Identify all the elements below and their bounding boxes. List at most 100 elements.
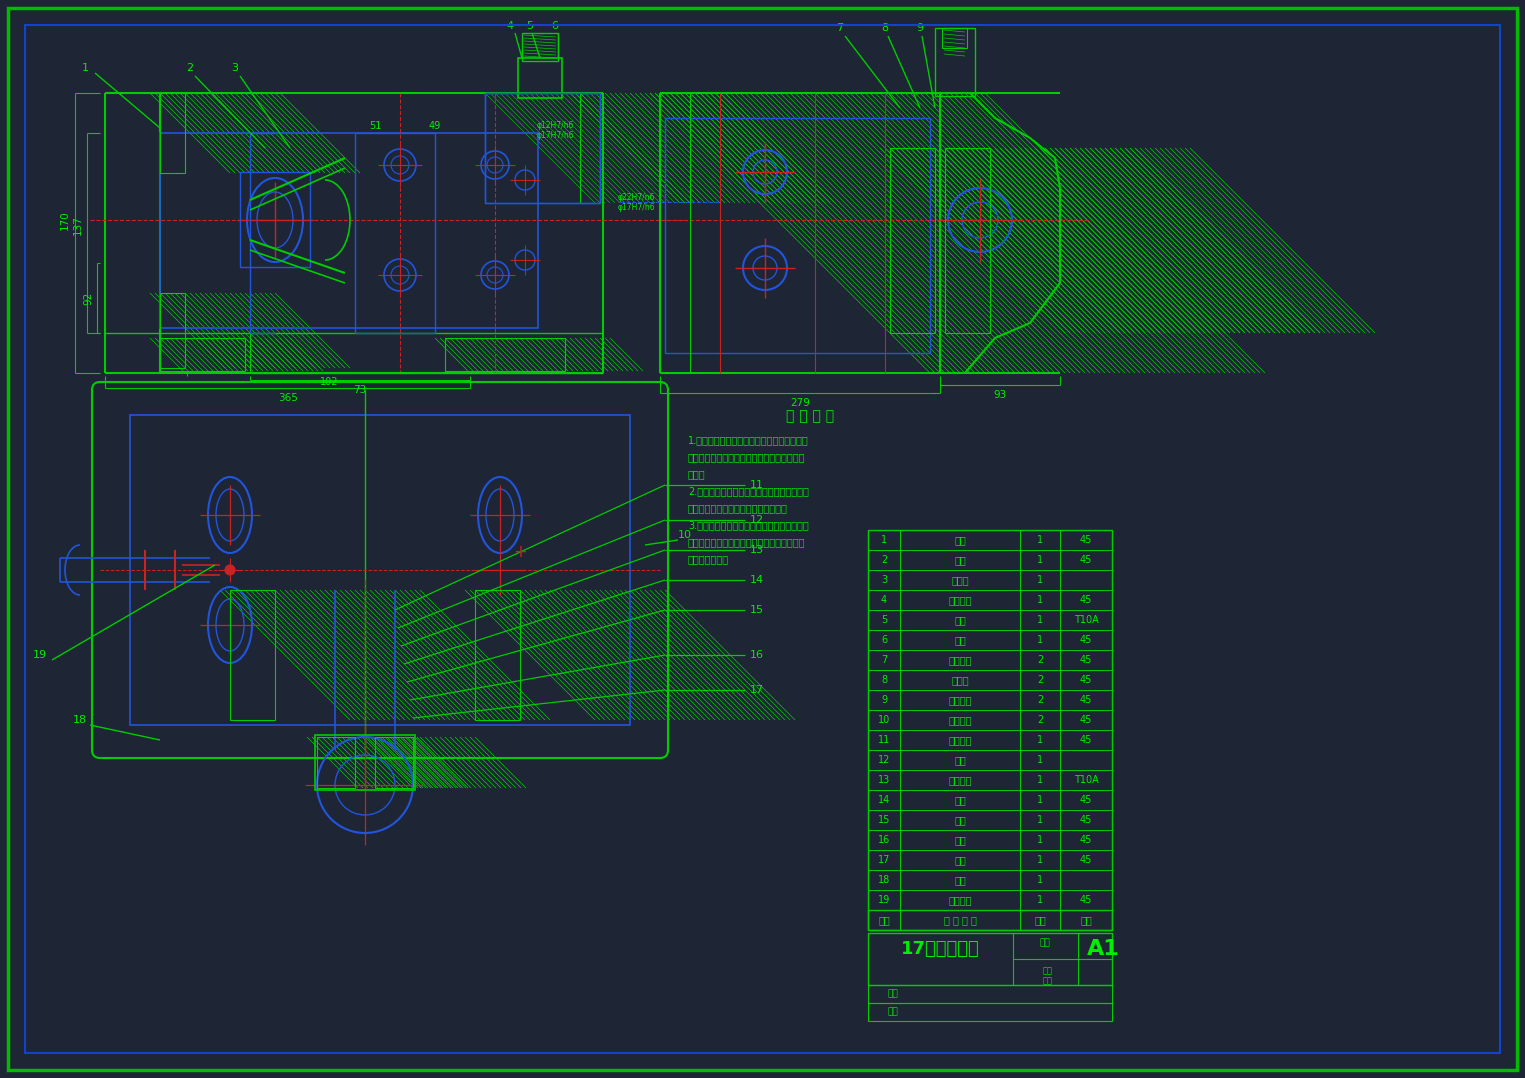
Bar bbox=[868, 710, 1112, 730]
Text: 数量: 数量 bbox=[1034, 915, 1046, 925]
Text: 1: 1 bbox=[1037, 616, 1043, 625]
Text: 压板: 压板 bbox=[955, 794, 965, 805]
Text: 45: 45 bbox=[1080, 555, 1092, 565]
Text: 2: 2 bbox=[881, 555, 888, 565]
Text: 45: 45 bbox=[1080, 895, 1092, 906]
Text: 45: 45 bbox=[1080, 675, 1092, 685]
Text: 11: 11 bbox=[750, 480, 764, 490]
Bar bbox=[868, 849, 1112, 870]
Text: 毛刺、飞边、氧化皮、锈蚀、切屑、油污、着: 毛刺、飞边、氧化皮、锈蚀、切屑、油污、着 bbox=[688, 537, 805, 547]
Text: 45: 45 bbox=[1080, 735, 1092, 745]
Text: 92: 92 bbox=[82, 291, 93, 305]
Text: 4: 4 bbox=[881, 595, 888, 605]
Bar bbox=[868, 610, 1112, 630]
Text: 3: 3 bbox=[881, 575, 888, 585]
Text: 摇杆: 摇杆 bbox=[955, 535, 965, 545]
Bar bbox=[160, 338, 246, 371]
Bar bbox=[160, 293, 185, 368]
Bar bbox=[868, 790, 1112, 810]
Text: φ12H7/h6: φ12H7/h6 bbox=[537, 122, 573, 130]
Text: 17: 17 bbox=[750, 685, 764, 695]
Text: 1: 1 bbox=[1037, 794, 1043, 805]
Text: 连杆螺栓: 连杆螺栓 bbox=[949, 695, 971, 705]
Bar bbox=[474, 590, 520, 720]
Text: 1: 1 bbox=[881, 535, 888, 545]
Text: 2: 2 bbox=[1037, 695, 1043, 705]
Text: 第张: 第张 bbox=[1043, 977, 1052, 985]
Text: φ22H7/n6: φ22H7/n6 bbox=[618, 193, 656, 203]
Text: +: + bbox=[512, 543, 528, 561]
Text: 4: 4 bbox=[506, 20, 514, 31]
Text: 10: 10 bbox=[679, 530, 692, 540]
Text: 18: 18 bbox=[878, 875, 891, 885]
Text: 17: 17 bbox=[878, 855, 891, 865]
Text: 1: 1 bbox=[1037, 775, 1043, 785]
Text: 11: 11 bbox=[878, 735, 891, 745]
Bar bbox=[230, 590, 274, 720]
Bar bbox=[160, 133, 538, 328]
Bar bbox=[868, 671, 1112, 690]
Text: 365: 365 bbox=[278, 393, 297, 403]
Text: 3: 3 bbox=[232, 63, 238, 73]
Bar bbox=[868, 570, 1112, 590]
Text: 1: 1 bbox=[1037, 835, 1043, 845]
Text: 连接螺栓: 连接螺栓 bbox=[949, 655, 971, 665]
Text: 1: 1 bbox=[1037, 735, 1043, 745]
Text: 衬套: 衬套 bbox=[955, 616, 965, 625]
Bar bbox=[868, 630, 1112, 650]
Bar bbox=[160, 93, 185, 172]
Text: 45: 45 bbox=[1080, 794, 1092, 805]
Text: 16: 16 bbox=[750, 650, 764, 660]
Bar bbox=[868, 650, 1112, 671]
Text: 定位销: 定位销 bbox=[952, 675, 968, 685]
Text: 45: 45 bbox=[1080, 635, 1092, 645]
Bar bbox=[160, 293, 185, 368]
Text: 序号: 序号 bbox=[878, 915, 891, 925]
Text: 1: 1 bbox=[1037, 595, 1043, 605]
Bar bbox=[868, 730, 1112, 750]
Bar bbox=[868, 770, 1112, 790]
Bar bbox=[660, 93, 689, 373]
Bar bbox=[868, 550, 1112, 570]
Bar bbox=[868, 830, 1112, 849]
Bar bbox=[316, 735, 415, 790]
Text: 螺母: 螺母 bbox=[955, 555, 965, 565]
Text: 6: 6 bbox=[881, 635, 888, 645]
Bar bbox=[946, 148, 990, 333]
Text: 51: 51 bbox=[369, 121, 381, 132]
Text: 色剂和粉尘等。: 色剂和粉尘等。 bbox=[688, 554, 729, 564]
Text: 7: 7 bbox=[836, 23, 843, 33]
Bar bbox=[160, 93, 185, 172]
Text: 45: 45 bbox=[1080, 535, 1092, 545]
Text: 45: 45 bbox=[1080, 835, 1092, 845]
Bar bbox=[375, 737, 413, 788]
Text: 7: 7 bbox=[881, 655, 888, 665]
Text: 压紧螺栓: 压紧螺栓 bbox=[949, 735, 971, 745]
Text: 8: 8 bbox=[881, 675, 888, 685]
Text: 45: 45 bbox=[1080, 815, 1092, 825]
Text: 12: 12 bbox=[750, 515, 764, 525]
Bar bbox=[580, 93, 599, 203]
Text: 13: 13 bbox=[750, 545, 764, 555]
Text: 10: 10 bbox=[878, 715, 891, 725]
Bar bbox=[445, 338, 564, 371]
Text: 技 术 要 求: 技 术 要 求 bbox=[785, 409, 834, 423]
Text: 连接螺柱: 连接螺柱 bbox=[949, 895, 971, 906]
Text: 19: 19 bbox=[878, 895, 891, 906]
Text: 16: 16 bbox=[878, 835, 891, 845]
Text: 1: 1 bbox=[81, 63, 88, 73]
Text: 共张: 共张 bbox=[1043, 967, 1052, 976]
Bar bbox=[891, 148, 935, 333]
Text: 2: 2 bbox=[1037, 655, 1043, 665]
Text: 9: 9 bbox=[881, 695, 888, 705]
Bar bbox=[660, 93, 689, 373]
Text: 279: 279 bbox=[790, 398, 810, 407]
Bar bbox=[868, 1003, 1112, 1021]
Text: 是过盈配合尺寸及相关精度进行复查。: 是过盈配合尺寸及相关精度进行复查。 bbox=[688, 503, 788, 513]
Text: 零 件 名 称: 零 件 名 称 bbox=[944, 915, 976, 925]
Text: 137: 137 bbox=[73, 216, 82, 235]
Text: 1: 1 bbox=[1037, 815, 1043, 825]
Bar bbox=[942, 28, 967, 49]
Bar bbox=[868, 750, 1112, 770]
Text: 1: 1 bbox=[1037, 895, 1043, 906]
